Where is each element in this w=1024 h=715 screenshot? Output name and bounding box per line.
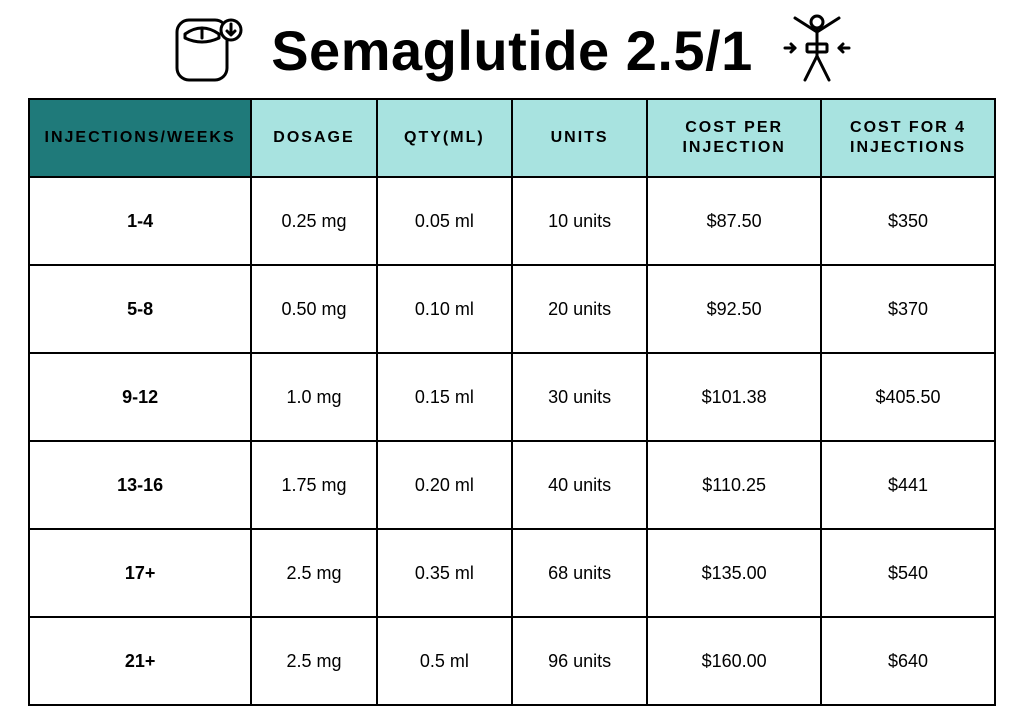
cell-qty: 0.10 ml bbox=[377, 265, 512, 353]
cell-units: 96 units bbox=[512, 617, 647, 705]
cell-weeks: 5-8 bbox=[29, 265, 251, 353]
col-header-cost-per: COST PER INJECTION bbox=[647, 99, 821, 177]
cell-cost-4: $640 bbox=[821, 617, 995, 705]
cell-weeks: 9-12 bbox=[29, 353, 251, 441]
cell-dosage: 2.5 mg bbox=[251, 617, 377, 705]
cell-qty: 0.05 ml bbox=[377, 177, 512, 265]
table-row: 21+ 2.5 mg 0.5 ml 96 units $160.00 $640 bbox=[29, 617, 995, 705]
cell-dosage: 1.0 mg bbox=[251, 353, 377, 441]
cell-units: 40 units bbox=[512, 441, 647, 529]
cell-weeks: 13-16 bbox=[29, 441, 251, 529]
cell-cost-per: $135.00 bbox=[647, 529, 821, 617]
cell-cost-4: $405.50 bbox=[821, 353, 995, 441]
waist-measure-icon bbox=[777, 10, 857, 90]
cell-qty: 0.15 ml bbox=[377, 353, 512, 441]
page: Semaglutide 2.5/1 INJECTIONS/WEEK bbox=[0, 0, 1024, 715]
dosage-table: INJECTIONS/WEEKS DOSAGE QTY(ML) UNITS CO… bbox=[28, 98, 996, 706]
cell-cost-4: $540 bbox=[821, 529, 995, 617]
cell-weeks: 17+ bbox=[29, 529, 251, 617]
cell-dosage: 0.50 mg bbox=[251, 265, 377, 353]
col-header-dosage: DOSAGE bbox=[251, 99, 377, 177]
cell-weeks: 1-4 bbox=[29, 177, 251, 265]
cell-dosage: 1.75 mg bbox=[251, 441, 377, 529]
cell-units: 68 units bbox=[512, 529, 647, 617]
cell-qty: 0.20 ml bbox=[377, 441, 512, 529]
table-row: 5-8 0.50 mg 0.10 ml 20 units $92.50 $370 bbox=[29, 265, 995, 353]
col-header-cost-4: COST FOR 4 INJECTIONS bbox=[821, 99, 995, 177]
col-header-injections-weeks: INJECTIONS/WEEKS bbox=[29, 99, 251, 177]
cell-cost-per: $92.50 bbox=[647, 265, 821, 353]
cell-cost-per: $101.38 bbox=[647, 353, 821, 441]
page-title: Semaglutide 2.5/1 bbox=[271, 18, 753, 83]
table-row: 9-12 1.0 mg 0.15 ml 30 units $101.38 $40… bbox=[29, 353, 995, 441]
cell-cost-4: $350 bbox=[821, 177, 995, 265]
cell-weeks: 21+ bbox=[29, 617, 251, 705]
table-body: 1-4 0.25 mg 0.05 ml 10 units $87.50 $350… bbox=[29, 177, 995, 705]
cell-cost-per: $160.00 bbox=[647, 617, 821, 705]
header: Semaglutide 2.5/1 bbox=[28, 10, 996, 90]
cell-dosage: 0.25 mg bbox=[251, 177, 377, 265]
cell-units: 10 units bbox=[512, 177, 647, 265]
cell-cost-per: $87.50 bbox=[647, 177, 821, 265]
table-row: 17+ 2.5 mg 0.35 ml 68 units $135.00 $540 bbox=[29, 529, 995, 617]
cell-qty: 0.5 ml bbox=[377, 617, 512, 705]
table-row: 1-4 0.25 mg 0.05 ml 10 units $87.50 $350 bbox=[29, 177, 995, 265]
cell-units: 20 units bbox=[512, 265, 647, 353]
col-header-units: UNITS bbox=[512, 99, 647, 177]
cell-dosage: 2.5 mg bbox=[251, 529, 377, 617]
table-header: INJECTIONS/WEEKS DOSAGE QTY(ML) UNITS CO… bbox=[29, 99, 995, 177]
cell-cost-4: $441 bbox=[821, 441, 995, 529]
cell-units: 30 units bbox=[512, 353, 647, 441]
cell-cost-per: $110.25 bbox=[647, 441, 821, 529]
cell-qty: 0.35 ml bbox=[377, 529, 512, 617]
cell-cost-4: $370 bbox=[821, 265, 995, 353]
scale-icon bbox=[167, 10, 247, 90]
table-row: 13-16 1.75 mg 0.20 ml 40 units $110.25 $… bbox=[29, 441, 995, 529]
col-header-qty-ml: QTY(ML) bbox=[377, 99, 512, 177]
